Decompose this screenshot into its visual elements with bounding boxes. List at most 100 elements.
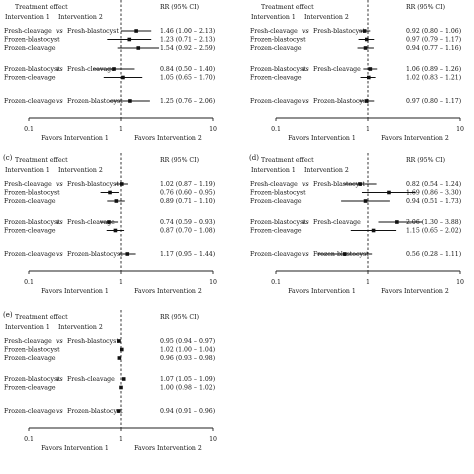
row-vs: vs bbox=[302, 181, 309, 188]
rr-ci-value: 1.54 (0.92 – 2.59) bbox=[160, 45, 215, 52]
row-intervention-1: Frozen-cleavage bbox=[250, 98, 302, 105]
rr-ci-value: 0.87 (0.70 – 1.08) bbox=[160, 228, 215, 235]
point-estimate bbox=[119, 347, 124, 352]
x-tick-label: 0.1 bbox=[24, 436, 34, 443]
point-estimate bbox=[362, 29, 367, 33]
header-intervention-2: Intervention 2 bbox=[58, 14, 103, 21]
point-estimate bbox=[112, 67, 116, 71]
rr-ci-value: 0.95 (0.94 – 0.97) bbox=[160, 338, 215, 345]
point-estimate bbox=[371, 228, 376, 233]
row-intervention-2: Fresh-blastocyst bbox=[67, 28, 119, 35]
header-intervention-2: Intervention 2 bbox=[304, 14, 349, 21]
rr-ci-value: 0.56 (0.28 – 1.11) bbox=[406, 251, 461, 258]
rr-ci-value: 1.02 (1.00 – 1.04) bbox=[160, 347, 215, 354]
rr-ci-value: 1.46 (1.00 – 2.13) bbox=[160, 28, 215, 35]
point-estimate bbox=[364, 37, 369, 42]
panel-label: (d) bbox=[249, 154, 259, 162]
x-tick-label: 1 bbox=[366, 279, 370, 286]
rr-ci-value: 0.94 (0.51 – 1.73) bbox=[406, 198, 461, 205]
rr-ci-value: 1.69 (0.86 – 3.30) bbox=[406, 190, 461, 197]
rr-ci-value: 1.15 (0.65 – 2.02) bbox=[406, 228, 461, 235]
x-label-favors-intervention-1: Favors Intervention 1 bbox=[41, 445, 109, 452]
header-intervention-1: Intervention 1 bbox=[251, 167, 296, 174]
header-intervention-1: Intervention 1 bbox=[5, 324, 50, 331]
row-vs: vs bbox=[302, 28, 309, 35]
row-intervention-2: Fresh-blastocyst bbox=[67, 181, 119, 188]
row-intervention-2: Frozen-blastocyst bbox=[313, 98, 369, 105]
row-vs: vs bbox=[302, 98, 309, 105]
point-estimate bbox=[127, 37, 132, 42]
rr-ci-value: 1.00 (0.98 – 1.02) bbox=[160, 385, 215, 392]
row-vs: vs bbox=[56, 219, 63, 226]
rr-ci-value: 0.76 (0.60 – 0.95) bbox=[160, 190, 215, 197]
x-label-favors-intervention-1: Favors Intervention 1 bbox=[41, 288, 109, 295]
point-estimate bbox=[395, 220, 399, 224]
header-treatment-effect: Treatment effect bbox=[261, 157, 314, 164]
x-label-favors-intervention-1: Favors Intervention 1 bbox=[288, 135, 356, 142]
x-tick-label: 0.1 bbox=[271, 279, 281, 286]
point-estimate bbox=[108, 190, 112, 195]
header-intervention-1: Intervention 1 bbox=[251, 14, 296, 21]
row-intervention-1: Fresh-cleavage bbox=[4, 338, 52, 345]
header-rr-ci: RR (95% CI) bbox=[406, 157, 445, 164]
row-intervention-1: Frozen-cleavage bbox=[4, 355, 56, 362]
x-tick-label: 0.1 bbox=[271, 126, 281, 133]
rr-ci-value: 0.74 (0.59 – 0.93) bbox=[160, 219, 215, 226]
point-estimate bbox=[358, 182, 362, 186]
row-intervention-1: Frozen-blastocyst bbox=[250, 37, 306, 44]
rr-ci-value: 0.82 (0.54 – 1.24) bbox=[406, 181, 461, 188]
point-estimate bbox=[121, 377, 126, 381]
point-estimate bbox=[113, 228, 118, 233]
row-intervention-1: Frozen-blastocyst bbox=[4, 190, 60, 197]
rr-ci-value: 0.89 (0.71 – 1.10) bbox=[160, 198, 215, 205]
x-tick-label: 0.1 bbox=[24, 126, 34, 133]
header-intervention-1: Intervention 1 bbox=[5, 167, 50, 174]
row-intervention-1: Fresh-cleavage bbox=[250, 181, 298, 188]
x-tick-label: 10 bbox=[209, 126, 217, 133]
rr-ci-value: 1.02 (0.87 – 1.19) bbox=[160, 181, 215, 188]
x-tick-label: 10 bbox=[209, 436, 217, 443]
row-intervention-2: Fresh-cleavage bbox=[313, 219, 361, 226]
point-estimate bbox=[364, 99, 369, 103]
point-estimate bbox=[117, 356, 122, 360]
header-intervention-1: Intervention 1 bbox=[5, 14, 50, 21]
row-intervention-2: Fresh-cleavage bbox=[313, 66, 361, 73]
rr-ci-value: 0.96 (0.93 – 0.98) bbox=[160, 355, 215, 362]
point-estimate bbox=[363, 46, 368, 50]
rr-ci-value: 2.06 (1.30 – 3.88) bbox=[406, 219, 461, 226]
row-intervention-1: Frozen-blastocyst bbox=[4, 347, 60, 354]
rr-ci-value: 0.94 (0.77 – 1.16) bbox=[406, 45, 461, 52]
rr-ci-value: 0.97 (0.79 – 1.17) bbox=[406, 37, 461, 44]
row-intervention-2: Fresh-cleavage bbox=[67, 376, 115, 383]
row-vs: vs bbox=[302, 251, 309, 258]
point-estimate bbox=[363, 199, 368, 203]
rr-ci-value: 1.06 (0.89 – 1.26) bbox=[406, 66, 461, 73]
x-tick-label: 1 bbox=[119, 436, 123, 443]
row-intervention-1: Frozen-blastocyst bbox=[250, 66, 306, 73]
point-estimate bbox=[107, 220, 111, 224]
row-intervention-1: Frozen-cleavage bbox=[250, 75, 302, 82]
row-intervention-1: Frozen-blastocyst bbox=[4, 376, 60, 383]
point-estimate bbox=[134, 29, 138, 33]
x-tick-label: 1 bbox=[366, 126, 370, 133]
row-vs: vs bbox=[56, 338, 63, 345]
x-label-favors-intervention-2: Favors Intervention 2 bbox=[134, 445, 202, 452]
x-label-favors-intervention-1: Favors Intervention 1 bbox=[288, 288, 356, 295]
rr-ci-value: 0.84 (0.50 – 1.40) bbox=[160, 66, 215, 73]
row-intervention-1: Frozen-cleavage bbox=[4, 198, 56, 205]
row-intervention-1: Frozen-cleavage bbox=[4, 228, 56, 235]
header-treatment-effect: Treatment effect bbox=[15, 157, 68, 164]
x-tick-label: 10 bbox=[456, 279, 464, 286]
header-intervention-2: Intervention 2 bbox=[304, 167, 349, 174]
row-intervention-1: Frozen-cleavage bbox=[250, 45, 302, 52]
row-intervention-1: Frozen-blastocyst bbox=[4, 66, 60, 73]
row-vs: vs bbox=[302, 66, 309, 73]
point-estimate bbox=[117, 339, 121, 343]
row-intervention-1: Frozen-blastocyst bbox=[4, 219, 60, 226]
rr-ci-value: 1.02 (0.83 – 1.21) bbox=[406, 75, 461, 82]
point-estimate bbox=[116, 409, 121, 413]
header-intervention-2: Intervention 2 bbox=[58, 167, 103, 174]
point-estimate bbox=[128, 99, 132, 103]
header-treatment-effect: Treatment effect bbox=[15, 4, 68, 11]
